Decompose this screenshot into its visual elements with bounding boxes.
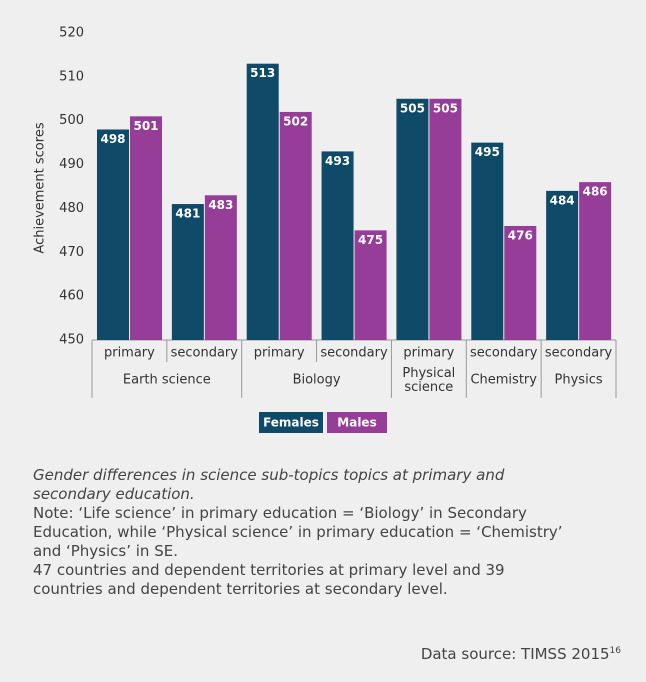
group-label-line: science (404, 380, 453, 395)
group-label: Biology (293, 373, 341, 388)
legend-swatch (327, 412, 387, 433)
x-tick-label: secondary (470, 346, 538, 361)
value-label: 493 (325, 154, 350, 168)
x-tick-label: secondary (545, 346, 613, 361)
bar (279, 111, 312, 340)
caption-note: Note: ‘Life science’ in primary educatio… (33, 504, 623, 599)
value-label: 498 (100, 132, 125, 146)
group-label: Chemistry (470, 373, 537, 388)
y-tick-label: 500 (59, 113, 84, 128)
caption-line: Gender differences in science sub-topics… (33, 466, 505, 484)
value-label: 486 (583, 185, 608, 199)
y-tick-label: 470 (59, 245, 84, 260)
bar (97, 129, 129, 340)
value-label: 481 (175, 207, 200, 221)
bar (579, 182, 612, 340)
value-label: 501 (133, 119, 158, 133)
caption-line: secondary education. (33, 485, 195, 503)
value-label: 475 (358, 233, 383, 247)
value-label: 476 (508, 228, 533, 242)
legend-label: Females (263, 416, 319, 430)
bar (246, 63, 279, 340)
bar (321, 151, 354, 340)
y-tick-label: 520 (59, 26, 84, 41)
group-label-line: Physical (402, 366, 455, 381)
source: Data source: TIMSS 201516 (421, 645, 621, 663)
x-tick-label: primary (254, 346, 305, 361)
value-label: 505 (433, 101, 458, 115)
x-tick-label: primary (104, 346, 155, 361)
y-tick-label: 490 (59, 157, 84, 172)
bar (204, 195, 237, 340)
caption-line: Note: ‘Life science’ in primary educatio… (33, 504, 527, 522)
y-tick-label: 460 (59, 289, 84, 304)
x-tick-label: secondary (171, 346, 239, 361)
bar (429, 98, 462, 341)
source-ref: 16 (609, 646, 621, 656)
bar (471, 142, 504, 340)
y-tick-label: 450 (59, 333, 84, 348)
bar (354, 230, 387, 340)
caption-line: 47 countries and dependent territories a… (33, 561, 505, 579)
x-tick-label: primary (403, 346, 454, 361)
caption-line: Education, while ‘Physical science’ in p… (33, 523, 563, 541)
bar (171, 204, 204, 340)
group-label: Earth science (123, 373, 211, 388)
bar (130, 116, 162, 340)
caption-line: and ‘Physics’ in SE. (33, 542, 178, 560)
bar (504, 225, 537, 340)
group-label: Physics (555, 373, 603, 388)
x-tick-label: secondary (320, 346, 388, 361)
y-tick-label: 510 (59, 69, 84, 84)
value-label: 505 (400, 101, 425, 115)
value-label: 483 (208, 198, 233, 212)
caption: Gender differences in science sub-topics… (33, 466, 623, 599)
value-label: 484 (550, 193, 575, 207)
group-label: Physical science (402, 366, 455, 395)
bar (546, 190, 579, 340)
caption-title: Gender differences in science sub-topics… (33, 466, 623, 504)
value-label: 513 (250, 66, 275, 80)
legend-swatch (259, 412, 323, 433)
value-label: 502 (283, 114, 308, 128)
source-text: Data source: TIMSS 2015 (420, 645, 610, 663)
legend-label: Males (337, 416, 376, 430)
caption-line: countries and dependent territories at s… (33, 580, 448, 598)
value-label: 495 (475, 145, 500, 159)
y-tick-label: 480 (59, 201, 84, 216)
bar (396, 98, 429, 341)
chart: Achievement scores 450 460 470 480 490 500 510… (33, 26, 617, 433)
y-axis-label: Achievement scores (33, 122, 48, 253)
